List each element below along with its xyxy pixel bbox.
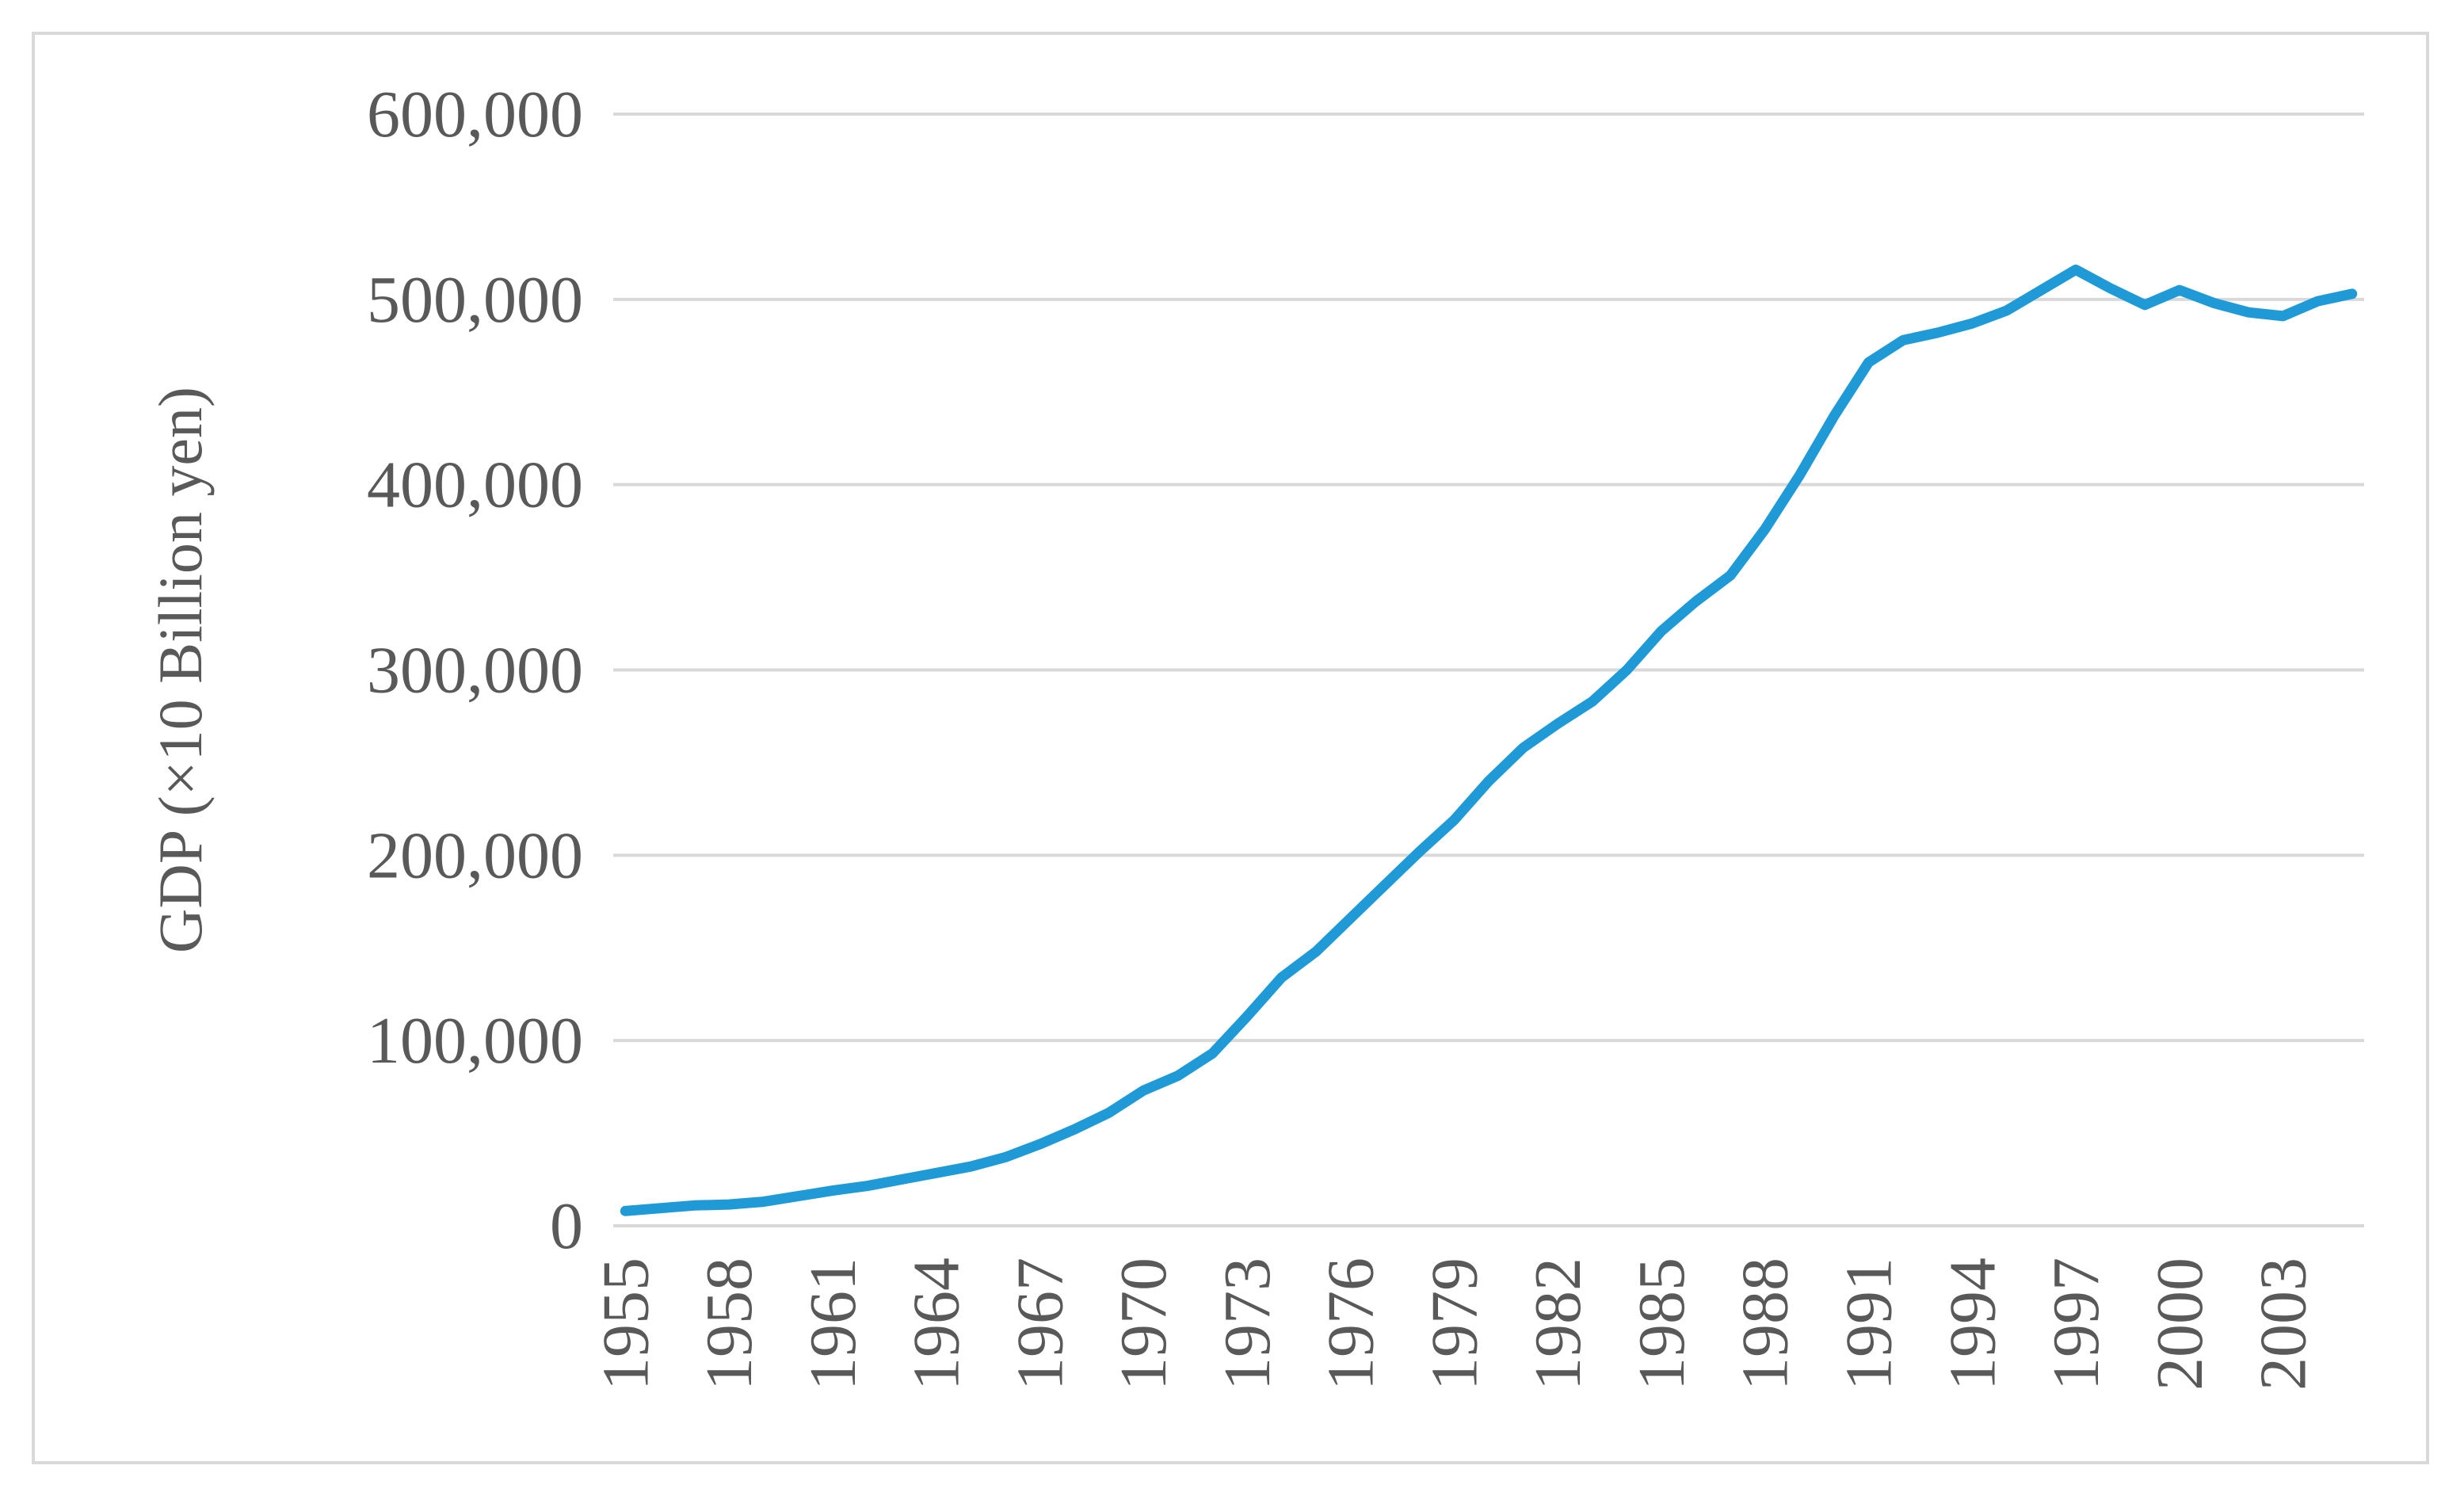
series-line-gdp bbox=[620, 264, 2358, 1216]
y-tick-label: 0 bbox=[550, 1189, 583, 1263]
y-tick-label: 300,000 bbox=[367, 634, 583, 708]
x-tick-label: 1976 bbox=[1314, 1257, 1388, 1391]
y-tick-label: 400,000 bbox=[367, 448, 583, 522]
x-tick-label: 1961 bbox=[796, 1257, 870, 1391]
x-axis-ticks: 1955 1958 1961 1964 1967 1970 1973 1976 1979 1982… bbox=[589, 1257, 2320, 1391]
x-tick-label: 2000 bbox=[2143, 1257, 2217, 1391]
x-tick-label: 1958 bbox=[692, 1257, 766, 1391]
series-layer bbox=[620, 264, 2358, 1216]
x-tick-label: 1988 bbox=[1729, 1257, 1802, 1391]
y-tick-label: 600,000 bbox=[367, 78, 583, 151]
x-tick-label: 1985 bbox=[1625, 1257, 1699, 1391]
x-tick-label: 1970 bbox=[1107, 1257, 1181, 1391]
x-tick-label: 1979 bbox=[1417, 1257, 1491, 1391]
y-axis-ticks: 0 100,000 200,000 300,000 400,000 500,000 600,… bbox=[367, 78, 583, 1263]
x-tick-label: 1982 bbox=[1521, 1257, 1595, 1391]
chart-frame: 0 100,000 200,000 300,000 400,000 500,000 600,… bbox=[32, 32, 2429, 1464]
x-tick-label: 1997 bbox=[2039, 1257, 2113, 1391]
y-tick-label: 200,000 bbox=[367, 819, 583, 892]
x-tick-label: 1955 bbox=[589, 1257, 662, 1391]
line-chart: 0 100,000 200,000 300,000 400,000 500,000 600,… bbox=[146, 78, 2364, 1391]
y-tick-label: 100,000 bbox=[367, 1004, 583, 1078]
x-tick-label: 1991 bbox=[1832, 1257, 1905, 1391]
x-tick-label: 2003 bbox=[2247, 1257, 2321, 1391]
x-tick-label: 1967 bbox=[1003, 1257, 1077, 1391]
x-tick-label: 1994 bbox=[1936, 1257, 2009, 1391]
x-tick-label: 1964 bbox=[900, 1257, 974, 1391]
gridlines bbox=[613, 113, 2364, 1227]
y-axis-title: GDP (×10 Billion yen) bbox=[146, 387, 215, 953]
y-tick-label: 500,000 bbox=[367, 263, 583, 337]
x-tick-label: 1973 bbox=[1211, 1257, 1284, 1391]
